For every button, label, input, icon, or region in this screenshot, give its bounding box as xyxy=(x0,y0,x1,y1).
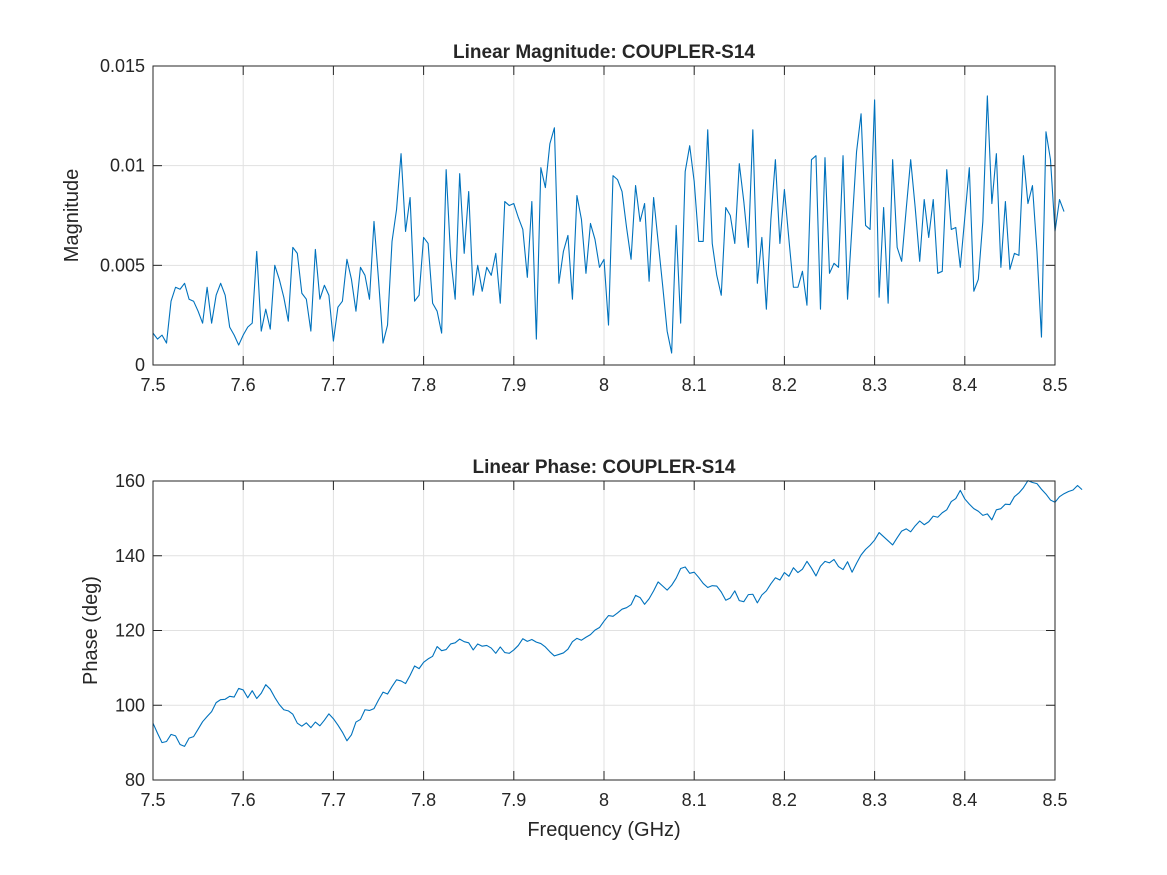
magnitude-y-axis-label: Magnitude xyxy=(61,169,83,262)
magnitude-x-tick-label: 7.6 xyxy=(231,375,256,395)
phase-y-tick-label: 140 xyxy=(115,546,145,566)
magnitude-x-tick-label: 7.9 xyxy=(501,375,526,395)
phase-x-tick-label: 7.8 xyxy=(411,790,436,810)
phase-x-tick-label: 7.9 xyxy=(501,790,526,810)
phase-x-tick-label: 7.6 xyxy=(231,790,256,810)
phase-x-tick-label: 8 xyxy=(599,790,609,810)
magnitude-y-tick-label: 0 xyxy=(135,355,145,375)
phase-x-axis-label: Frequency (GHz) xyxy=(527,819,680,841)
phase-y-tick-label: 80 xyxy=(125,770,145,790)
phase-series-line xyxy=(152,480,1083,747)
magnitude-x-tick-label: 7.8 xyxy=(411,375,436,395)
phase-chart-title: Linear Phase: COUPLER-S14 xyxy=(473,457,736,478)
phase-y-tick-label: 160 xyxy=(115,471,145,491)
phase-x-tick-label: 8.5 xyxy=(1042,790,1067,810)
phase-x-tick-label: 8.1 xyxy=(682,790,707,810)
phase-axes: 7.5 7.6 7.7 7.8 7.9 8 8.1 8.2 8.3 8.4 8.5 80 100 120 1… xyxy=(80,457,1083,841)
magnitude-x-tick-label: 8.5 xyxy=(1042,375,1067,395)
magnitude-x-tick-label: 8.3 xyxy=(862,375,887,395)
magnitude-x-tick-label: 7.7 xyxy=(321,375,346,395)
magnitude-x-tick-label: 8 xyxy=(599,375,609,395)
phase-x-tick-label: 7.7 xyxy=(321,790,346,810)
phase-y-tick-label: 100 xyxy=(115,695,145,715)
magnitude-y-tick-label: 0.005 xyxy=(100,255,145,275)
magnitude-series-line xyxy=(152,95,1065,354)
magnitude-x-tick-label: 8.2 xyxy=(772,375,797,395)
phase-x-tick-label: 8.4 xyxy=(952,790,977,810)
phase-x-tick-label: 8.2 xyxy=(772,790,797,810)
phase-y-tick-label: 120 xyxy=(115,621,145,641)
magnitude-y-tick-label: 0.015 xyxy=(100,56,145,76)
magnitude-y-tick-label: 0.01 xyxy=(110,156,145,176)
phase-x-tick-label: 8.3 xyxy=(862,790,887,810)
phase-y-axis-label: Phase (deg) xyxy=(80,576,102,685)
magnitude-x-tick-label: 8.4 xyxy=(952,375,977,395)
magnitude-x-tick-label: 7.5 xyxy=(140,375,165,395)
magnitude-x-tick-label: 8.1 xyxy=(682,375,707,395)
magnitude-chart-title: Linear Magnitude: COUPLER-S14 xyxy=(453,42,755,63)
phase-x-tick-label: 7.5 xyxy=(140,790,165,810)
magnitude-axes: 7.5 7.6 7.7 7.8 7.9 8 8.1 8.2 8.3 8.4 8.5 0 0.005 0.0… xyxy=(61,42,1068,395)
